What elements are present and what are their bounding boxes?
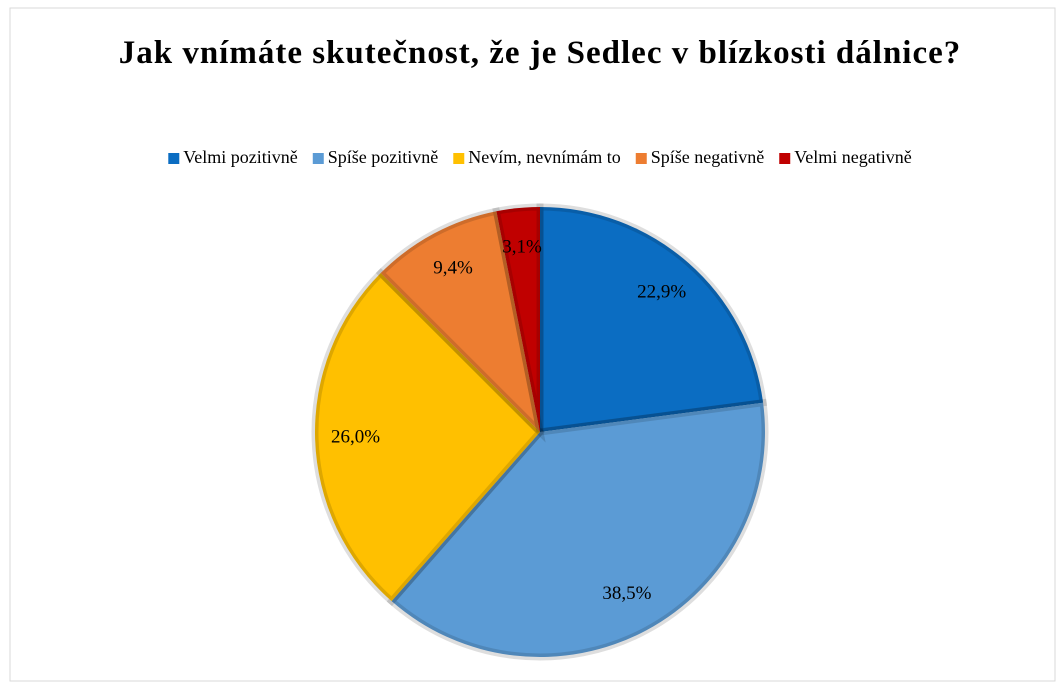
legend-label: Spíše negativně [651, 147, 764, 167]
data-label: 9,4% [433, 258, 473, 279]
data-label: 3,1% [502, 237, 542, 258]
pie-slice [386, 398, 769, 661]
legend-swatch [635, 153, 647, 164]
data-label: 22,9% [637, 282, 686, 303]
legend-label: Spíše pozitivně [328, 147, 439, 167]
pie-slice [311, 268, 545, 607]
legend-label: Velmi negativně [794, 147, 911, 167]
legend-label: Nevím, nevnímám to [468, 147, 620, 167]
pie-slice [536, 203, 768, 436]
legend-swatch [312, 153, 324, 164]
legend-swatch [168, 153, 180, 164]
legend-swatch [453, 153, 465, 164]
pie-slice [492, 203, 544, 433]
data-label: 26,0% [331, 426, 380, 447]
legend-label: Velmi pozitivně [183, 147, 297, 167]
legend-swatch [779, 153, 791, 164]
pie-slice [375, 207, 546, 443]
data-label: 38,5% [602, 583, 651, 604]
chart-title: Jak vnímáte skutečnost, že je Sedlec v b… [119, 35, 962, 71]
